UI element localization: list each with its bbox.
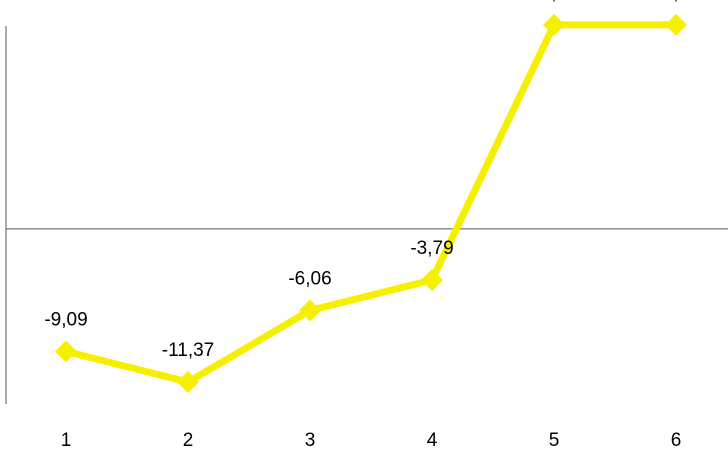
data-point-marker xyxy=(177,371,199,394)
x-tick-label: 6 xyxy=(671,430,682,449)
data-point-marker xyxy=(421,268,443,291)
data-point-marker xyxy=(665,13,687,36)
x-tick-label: 2 xyxy=(183,430,194,449)
data-label: 15,15 xyxy=(652,0,700,4)
series-layer xyxy=(55,13,687,394)
series-line xyxy=(62,21,680,386)
data-point-marker xyxy=(543,13,565,36)
x-tick-label: 5 xyxy=(549,430,560,449)
data-label: -9,09 xyxy=(44,309,87,330)
x-tick-label: 4 xyxy=(427,430,438,449)
axes xyxy=(5,26,728,404)
data-label: -6,06 xyxy=(288,269,331,290)
data-label: 15,15 xyxy=(530,0,578,4)
data-point-marker xyxy=(55,340,77,363)
data-labels: -9,09 -11,37 -6,06 -3,79 15,15 15,15 xyxy=(44,0,699,361)
x-tick-label: 1 xyxy=(61,430,72,449)
data-point-marker xyxy=(299,299,321,322)
data-label: -11,37 xyxy=(162,340,214,361)
data-label: -3,79 xyxy=(410,238,453,259)
x-tick-labels: 1 2 3 4 5 6 xyxy=(61,430,682,451)
x-tick-label: 3 xyxy=(305,430,316,449)
